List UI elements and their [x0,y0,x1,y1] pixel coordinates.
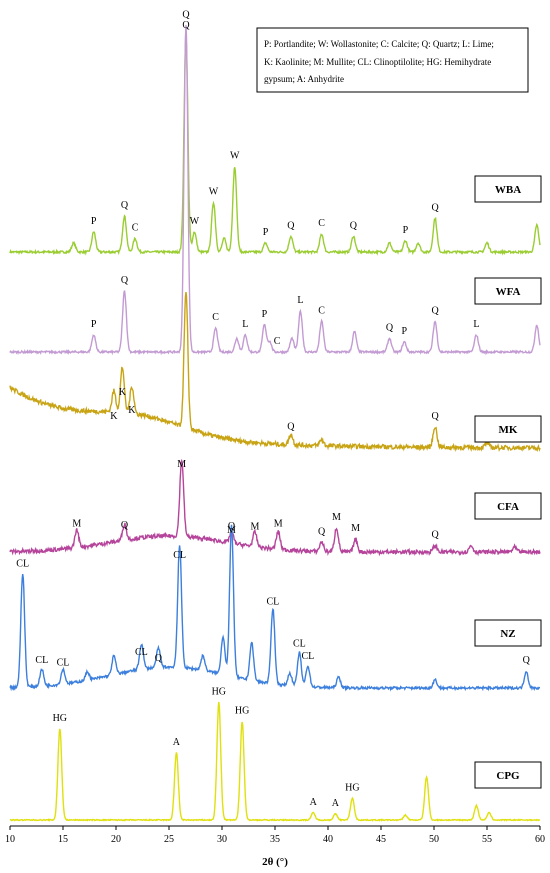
peak-label: Q [121,200,129,211]
peak-label: K [128,405,136,416]
sample-name-boxes: WBA WFA MK CFA NZ CPG [474,175,542,789]
sample-box-cfa: CFA [474,492,542,520]
peak-label: HG [235,706,249,717]
peak-label: C [318,218,325,229]
peak-label: Q [523,655,531,666]
peak-label: P [402,326,408,337]
peak-label: Q [431,530,439,541]
x-tick-label: 30 [217,834,227,845]
peak-label: A [310,797,318,808]
peak-label: M [332,512,341,523]
x-tick-label: 10 [5,834,15,845]
peak-label: M [227,525,236,536]
peak-label: HG [212,686,226,697]
peak-label: HG [345,782,359,793]
x-tick-label: 40 [323,834,333,845]
peak-label: P [403,225,409,236]
peak-label: CL [135,647,148,658]
peak-label: A [332,798,340,809]
peak-label: W [190,216,200,227]
peak-label: Q [431,202,439,213]
peak-label: L [242,319,248,330]
peak-label: Q [431,411,439,422]
series-line-nz [9,524,540,692]
peak-label: Q [228,521,236,532]
x-tick-label: 15 [58,834,68,845]
peak-label: P [262,309,268,320]
sample-box-mk: MK [474,415,542,443]
peak-label: M [177,459,186,470]
peak-label: C [318,305,325,316]
sample-box-wfa: WFA [474,277,542,305]
peak-label: Q [318,526,326,537]
peak-label: Q [350,220,358,231]
peak-label: Q [386,322,394,333]
legend-line-2: K: Kaolinite; M: Mullite; CL: Clinoptilo… [264,57,491,67]
peak-label: C [212,312,219,323]
series-line-cfa [9,458,541,557]
x-tick-label: 35 [270,834,280,845]
peak-label: K [110,411,118,422]
peak-label: Q [182,10,190,21]
peak-label: C [132,223,139,234]
peak-label: P [91,319,97,330]
series-line-wfa [9,25,541,356]
peak-label: Q [287,422,295,433]
xrd-traces [9,25,541,822]
peak-label: Q [431,305,439,316]
peak-label: M [351,523,360,534]
peak-label: CL [293,638,306,649]
peak-label: P [91,216,97,227]
x-tick-label: 20 [111,834,121,845]
sample-box-nz: NZ [474,619,542,647]
series-line-mk [9,292,541,453]
sample-name: WFA [496,286,521,298]
peak-label: Q [182,20,190,31]
peak-label: Q [121,520,129,531]
sample-name: NZ [500,628,515,640]
x-tick-label: 45 [376,834,386,845]
peak-label: W [230,151,240,162]
peak-label: CL [16,559,29,570]
peak-label: M [250,522,259,533]
series-line-cpg [9,701,541,822]
peak-label: C [274,336,281,347]
sample-box-cpg: CPG [474,761,542,789]
peak-label: M [72,518,81,529]
legend-line-1: P: Portlandite; W: Wollastonite; C: Calc… [264,39,494,49]
peak-label: CL [267,596,280,607]
x-tick-label: 25 [164,834,174,845]
sample-box-wba: WBA [474,175,542,203]
peak-label: CL [35,655,48,666]
peak-label: M [274,518,283,529]
legend-box: P: Portlandite; W: Wollastonite; C: Calc… [256,27,529,93]
peak-label: CL [302,651,315,662]
legend-line-3: gypsum; A: Anhydrite [264,74,344,84]
peak-label: L [297,295,303,306]
peak-label: CL [173,550,186,561]
sample-name: MK [499,424,518,436]
x-tick-label: 55 [482,834,492,845]
peak-label: Q [121,275,129,286]
x-tick-label: 60 [535,834,545,845]
sample-name: CFA [497,501,519,513]
peak-label: W [209,187,219,198]
peak-label: CL [57,657,70,668]
peak-label: L [473,319,479,330]
peak-label: Q [155,653,163,664]
sample-name: CPG [496,770,520,782]
peak-label: P [263,227,269,238]
peak-label: A [173,737,181,748]
peak-label: HG [53,713,67,724]
series-line-wba [9,35,541,256]
peak-label: Q [287,220,295,231]
sample-name: WBA [495,184,521,196]
peak-label: K [119,387,127,398]
x-axis-title: 2θ (°) [262,856,288,868]
x-tick-label: 50 [429,834,439,845]
x-axis: 10 15 20 25 30 35 40 45 50 55 60 [5,825,545,845]
